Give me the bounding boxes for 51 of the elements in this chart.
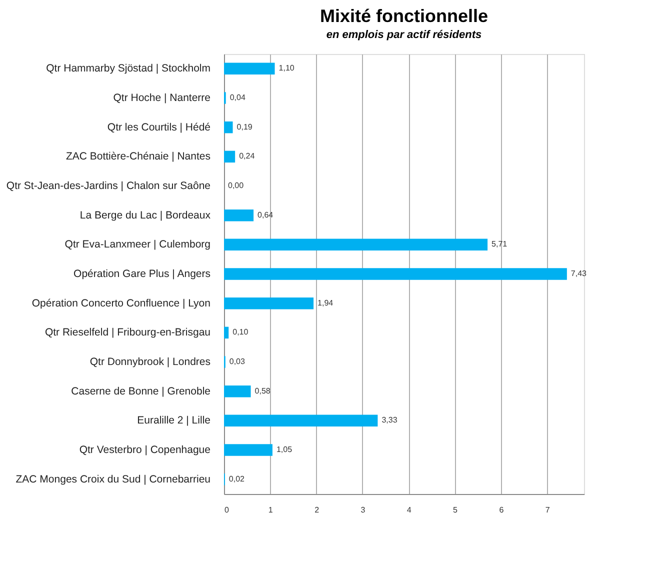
y-tick-label: Qtr Vesterbro | Copenhague — [79, 444, 211, 456]
data-label: 0,00 — [228, 181, 244, 190]
y-tick-label: ZAC Bottière-Chénaie | Nantes — [66, 150, 210, 163]
x-tick-label: 1 — [268, 506, 274, 514]
bar — [224, 297, 314, 310]
x-tick-label: 7 — [545, 506, 550, 514]
data-label: 0,10 — [232, 328, 249, 337]
bar — [224, 326, 229, 339]
data-label: 0,64 — [258, 210, 274, 220]
y-tick-label: Qtr Donnybrook | Londres — [90, 356, 210, 368]
bar — [224, 121, 233, 134]
y-tick-label: Qtr les Courtils | Hédé — [107, 121, 211, 134]
bar — [224, 268, 567, 280]
y-tick-label: La Berge du Lac | Bordeaux — [80, 209, 212, 222]
y-tick-label: Opération Concerto Confluence | Lyon — [32, 297, 211, 310]
data-label: 7,43 — [570, 269, 588, 278]
y-tick-label: Opération Gare Plus | Angers — [74, 268, 210, 280]
x-tick-label: 5 — [453, 506, 458, 514]
chart-title: Mixité fonctionnelle — [320, 6, 488, 26]
bar — [224, 62, 275, 75]
data-label: 0,24 — [239, 152, 256, 161]
y-tick-label: Qtr St-Jean-des-Jardins | Chalon sur Saône — [6, 180, 211, 192]
data-label: 0,04 — [230, 93, 246, 102]
y-tick-label: Qtr Hammarby Sjöstad | Stockholm — [46, 62, 211, 75]
x-tick-label: 6 — [499, 506, 504, 514]
data-label: 0,02 — [228, 474, 246, 484]
bar — [224, 209, 254, 222]
data-label: 1,10 — [278, 64, 295, 73]
data-label: 3,33 — [382, 416, 398, 425]
bar — [224, 385, 251, 398]
data-label: 0,58 — [254, 386, 271, 396]
y-tick-label: Euralille 2 | Lille — [137, 414, 211, 427]
data-label: 5,71 — [492, 240, 508, 249]
x-tick-label: 4 — [406, 506, 412, 514]
data-label: 1,05 — [276, 445, 293, 454]
y-tick-label: ZAC Monges Croix du Sud | Cornebarrieu — [16, 473, 211, 486]
data-label: 0,03 — [229, 357, 246, 366]
chart-subtitle: en emplois par actif résidents — [326, 29, 482, 41]
bar — [224, 150, 236, 163]
data-label: 0,19 — [236, 122, 253, 132]
y-tick-label: Qtr Rieselfeld | Fribourg-en-Brisgau — [44, 326, 211, 339]
x-tick-label: 2 — [314, 506, 320, 514]
x-tick-label: 0 — [224, 506, 230, 514]
x-tick-label: 3 — [360, 506, 366, 514]
data-label: 1,94 — [318, 298, 334, 308]
y-tick-label: Caserne de Bonne | Grenoble — [71, 385, 211, 398]
bar — [224, 444, 272, 456]
bar — [224, 238, 488, 251]
bar — [224, 414, 378, 427]
y-tick-label: Qtr Eva-Lanxmeer | Culemborg — [64, 238, 211, 251]
y-tick-label: Qtr Hoche | Nanterre — [113, 92, 211, 104]
